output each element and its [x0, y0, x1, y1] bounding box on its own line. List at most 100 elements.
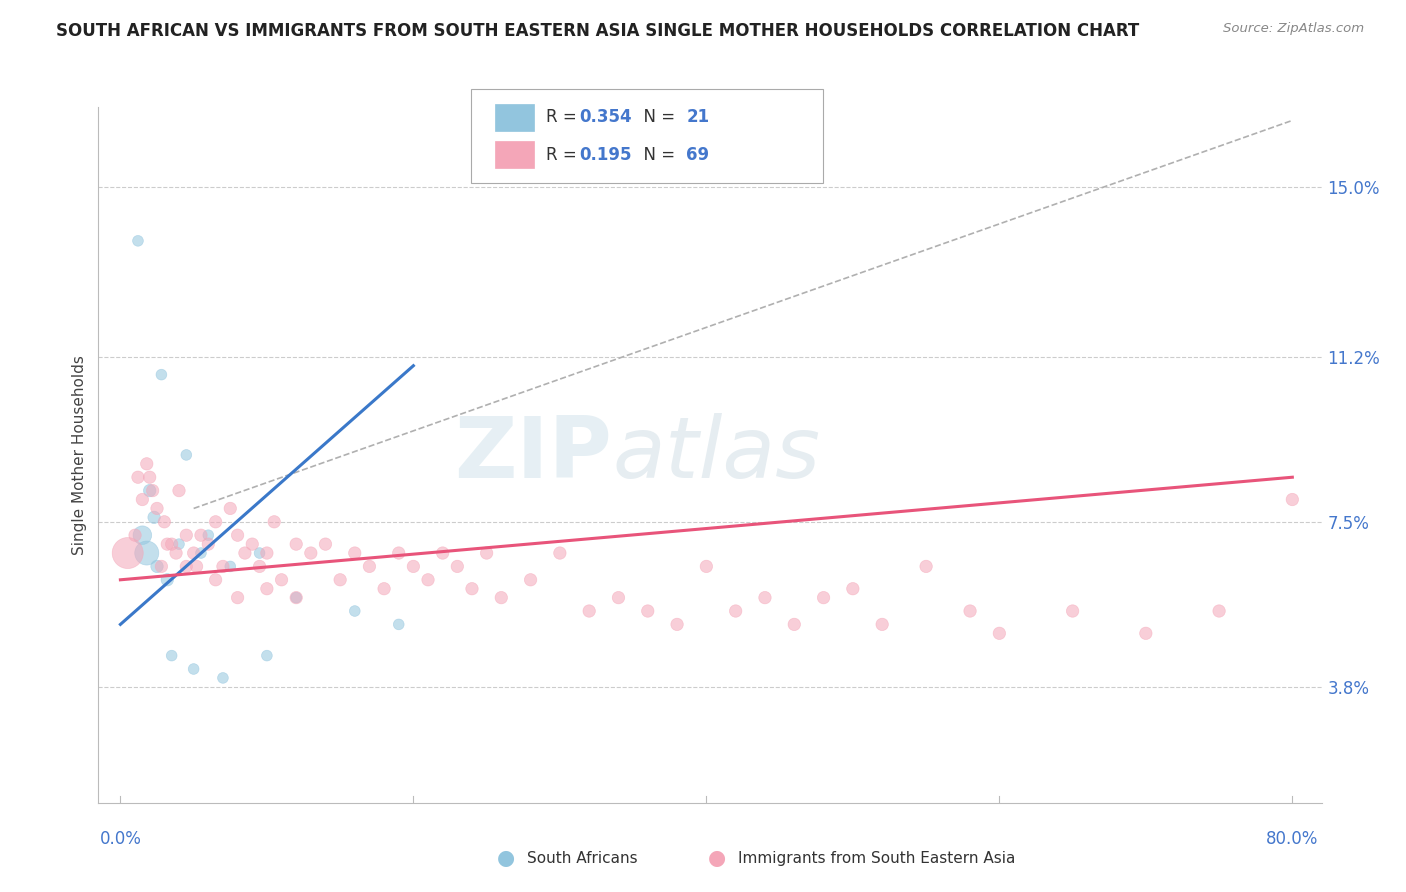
Point: [183, 546, 205, 560]
Point: [432, 546, 454, 560]
Point: [416, 573, 439, 587]
Point: [197, 528, 219, 542]
Point: [695, 559, 717, 574]
Point: [373, 582, 395, 596]
Point: [314, 537, 336, 551]
Point: [176, 448, 198, 462]
Point: [127, 234, 149, 248]
Point: [519, 573, 541, 587]
Point: [160, 537, 183, 551]
Text: R =: R =: [546, 145, 582, 163]
Point: [138, 483, 160, 498]
Point: [666, 617, 689, 632]
Point: [165, 546, 187, 560]
Point: [285, 537, 308, 551]
Point: [754, 591, 776, 605]
Point: [343, 546, 366, 560]
Point: [131, 492, 153, 507]
Point: [156, 537, 179, 551]
Point: [160, 648, 183, 663]
Point: [388, 617, 411, 632]
Point: [870, 617, 893, 632]
Point: [135, 546, 157, 560]
Text: 21: 21: [686, 109, 709, 127]
Point: [143, 510, 166, 524]
Point: [204, 573, 226, 587]
Text: ●: ●: [709, 848, 725, 868]
Point: [146, 559, 169, 574]
Point: [117, 546, 139, 560]
Point: [988, 626, 1011, 640]
Point: [226, 591, 249, 605]
Point: [724, 604, 747, 618]
Point: [446, 559, 468, 574]
Point: [607, 591, 630, 605]
Text: Source: ZipAtlas.com: Source: ZipAtlas.com: [1223, 22, 1364, 36]
Point: [176, 559, 198, 574]
Point: [491, 591, 513, 605]
Point: [150, 559, 173, 574]
Point: [402, 559, 425, 574]
Point: [475, 546, 498, 560]
Point: [190, 528, 212, 542]
Point: [142, 483, 165, 498]
Point: [135, 457, 157, 471]
Point: [1062, 604, 1084, 618]
Point: [813, 591, 835, 605]
Point: [197, 537, 219, 551]
Point: [842, 582, 865, 596]
Point: [124, 528, 146, 542]
Point: [226, 528, 249, 542]
Point: [256, 582, 278, 596]
Text: 0.0%: 0.0%: [100, 830, 142, 847]
Point: [578, 604, 600, 618]
Point: [263, 515, 285, 529]
Text: N =: N =: [633, 109, 681, 127]
Point: [1135, 626, 1157, 640]
Point: [204, 515, 226, 529]
Point: [219, 559, 242, 574]
Point: [270, 573, 292, 587]
Point: [249, 559, 271, 574]
Point: [190, 546, 212, 560]
Text: N =: N =: [633, 145, 681, 163]
Text: 80.0%: 80.0%: [1267, 830, 1319, 847]
Point: [343, 604, 366, 618]
Text: R =: R =: [546, 109, 582, 127]
Text: ZIP: ZIP: [454, 413, 612, 497]
Point: [167, 483, 190, 498]
Text: Immigrants from South Eastern Asia: Immigrants from South Eastern Asia: [738, 851, 1015, 865]
Text: ●: ●: [498, 848, 515, 868]
Point: [131, 528, 153, 542]
Point: [249, 546, 271, 560]
Point: [637, 604, 659, 618]
Point: [156, 573, 179, 587]
Point: [212, 559, 235, 574]
Point: [783, 617, 806, 632]
Point: [461, 582, 484, 596]
Point: [176, 528, 198, 542]
Point: [915, 559, 938, 574]
Text: atlas: atlas: [612, 413, 820, 497]
Point: [256, 546, 278, 560]
Text: 69: 69: [686, 145, 709, 163]
Point: [153, 515, 176, 529]
Point: [183, 662, 205, 676]
Point: [1208, 604, 1230, 618]
Point: [167, 537, 190, 551]
Point: [219, 501, 242, 516]
Text: 0.354: 0.354: [579, 109, 631, 127]
Point: [285, 591, 308, 605]
Point: [299, 546, 322, 560]
Point: [388, 546, 411, 560]
Point: [146, 501, 169, 516]
Point: [150, 368, 173, 382]
Point: [329, 573, 352, 587]
Point: [256, 648, 278, 663]
Point: [959, 604, 981, 618]
Point: [127, 470, 149, 484]
Point: [1281, 492, 1303, 507]
Point: [240, 537, 263, 551]
Point: [548, 546, 571, 560]
Text: SOUTH AFRICAN VS IMMIGRANTS FROM SOUTH EASTERN ASIA SINGLE MOTHER HOUSEHOLDS COR: SOUTH AFRICAN VS IMMIGRANTS FROM SOUTH E…: [56, 22, 1139, 40]
